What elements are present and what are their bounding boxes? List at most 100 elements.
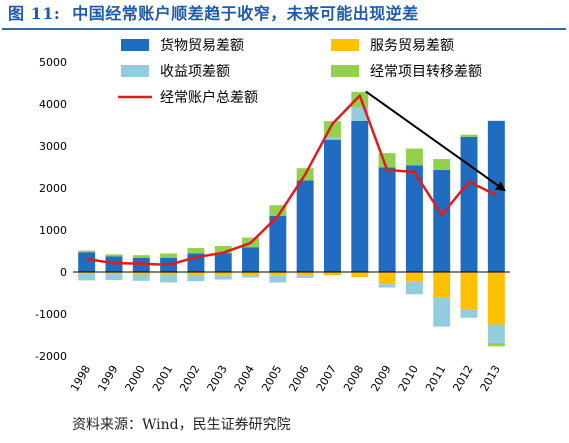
bar-transfers [405, 148, 423, 166]
x-tick-label: 2013 [478, 363, 503, 394]
bar-goods [132, 257, 150, 272]
source-note: 资料来源：Wind，民生证券研究院 [72, 417, 291, 433]
bar-services [269, 272, 287, 276]
bar-services [378, 272, 396, 285]
bar-goods [296, 180, 314, 272]
x-tick-label: 2005 [259, 363, 284, 394]
bar-goods [324, 139, 341, 272]
bar-transfers [351, 91, 369, 108]
bar-goods [433, 169, 451, 272]
bar-services [78, 272, 96, 274]
figure-header: 图 11: 中国经常账户顺差趋于收窄，未来可能出现逆差 [2, 2, 566, 30]
x-tick-label: 2003 [205, 363, 230, 394]
bar-services [214, 272, 232, 276]
bar-transfers [132, 255, 150, 258]
bar-goods [405, 165, 423, 272]
bar-goods [378, 167, 396, 272]
bar-services [460, 272, 478, 310]
bar-income [460, 309, 478, 318]
bar-transfers [214, 245, 232, 254]
bar-services [187, 272, 205, 275]
bar-income [269, 275, 287, 283]
bar-transfers [105, 254, 123, 257]
bar-transfers [187, 248, 205, 254]
legend-label-transfers: 经常项目转移差额 [370, 64, 482, 80]
bar-transfers [460, 134, 478, 137]
x-tick-label: 2010 [396, 363, 421, 394]
bar-services [160, 272, 178, 275]
bar-income [242, 275, 259, 278]
bar-income [351, 107, 369, 121]
bar-services [296, 272, 314, 276]
bar-goods [460, 136, 478, 272]
y-tick-label: 3000 [39, 140, 67, 153]
legend-swatch-income [121, 65, 149, 77]
bar-goods [351, 120, 369, 272]
bar-income [78, 273, 96, 281]
y-tick-label: 2000 [39, 182, 67, 195]
bar-income [433, 297, 451, 327]
bar-services [132, 272, 150, 275]
x-tick-label: 2000 [123, 363, 148, 394]
bar-goods [487, 120, 505, 272]
x-tick-label: 1998 [68, 363, 93, 394]
x-tick-label: 2012 [450, 363, 475, 394]
bar-transfers [78, 250, 96, 253]
bar-transfers [433, 159, 451, 170]
legend-label-goods: 货物贸易差额 [160, 37, 244, 54]
line-total [86, 94, 497, 267]
x-tick-label: 2006 [286, 363, 311, 394]
legend-label-services: 服务贸易差额 [370, 38, 454, 54]
bar-income [296, 275, 314, 278]
bar-transfers [160, 253, 178, 258]
bar-services [405, 272, 423, 282]
bar-goods [78, 252, 96, 272]
bar-goods [269, 215, 287, 272]
y-tick-label: 1000 [39, 224, 67, 237]
x-tick-label: 2011 [423, 363, 448, 394]
bar-income [487, 324, 505, 343]
bar-transfers [269, 205, 287, 216]
bar-services [242, 272, 259, 276]
x-tick-label: 1999 [95, 363, 120, 394]
legend-swatch-transfers [331, 65, 359, 77]
bar-income [160, 274, 178, 283]
bar-services [324, 272, 341, 276]
legend-swatch-goods [121, 39, 149, 51]
y-tick-label: -2000 [35, 350, 67, 363]
figure-number: 图 11: [8, 4, 61, 23]
bar-services [351, 272, 369, 278]
legend-label-total: 经常账户总差额 [160, 89, 258, 106]
bar-income [324, 137, 341, 140]
y-tick-label: 0 [60, 266, 67, 279]
figure-title: 中国经常账户顺差趋于收窄，未来可能出现逆差 [72, 4, 419, 23]
y-tick-label: 4000 [39, 98, 67, 111]
bar-services [105, 272, 123, 275]
bar-services [487, 272, 505, 325]
y-tick-label: 5000 [39, 56, 67, 69]
bar-income [378, 284, 396, 288]
x-tick-label: 2009 [368, 363, 393, 394]
bar-income [187, 274, 205, 282]
x-tick-label: 2002 [177, 363, 202, 394]
bar-income [214, 275, 232, 280]
bar-income [405, 281, 423, 295]
x-tick-label: 2007 [314, 363, 339, 394]
bar-services [433, 272, 451, 298]
bar-income [132, 274, 150, 281]
legend-swatch-services [331, 39, 359, 51]
bar-goods [214, 253, 232, 272]
bar-transfers [487, 342, 505, 347]
x-tick-label: 2004 [232, 363, 257, 394]
x-tick-label: 2001 [150, 363, 175, 394]
legend-label-income: 收益项差额 [160, 64, 230, 80]
trend-arrow [365, 90, 506, 192]
y-tick-label: -1000 [35, 308, 67, 321]
bar-goods [242, 247, 259, 272]
bar-income [105, 274, 123, 280]
x-tick-label: 2008 [341, 363, 366, 394]
